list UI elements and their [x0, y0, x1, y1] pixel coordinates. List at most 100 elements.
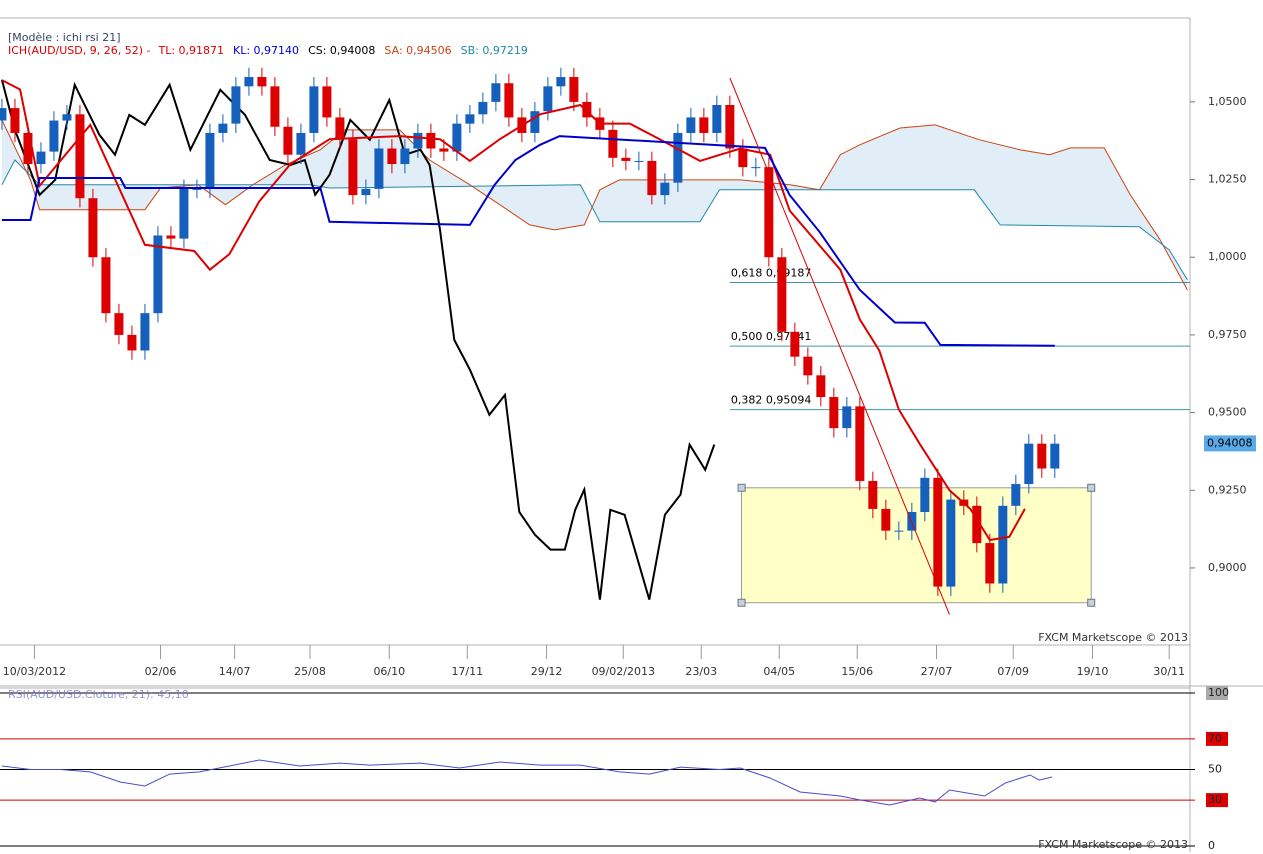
candle-body	[764, 167, 774, 258]
x-tick-label: 29/12	[531, 665, 563, 678]
candle-body	[322, 86, 332, 118]
candle-body	[972, 505, 982, 544]
candle-body	[998, 505, 1008, 584]
candle-body	[140, 313, 150, 351]
candle-body	[374, 148, 384, 189]
x-tick-label: 30/11	[1153, 665, 1185, 678]
candle-body	[894, 530, 904, 532]
candle-body	[400, 148, 410, 165]
candle-body	[608, 129, 618, 158]
rsi-tick-label: 50	[1208, 763, 1222, 776]
candle-body	[985, 543, 995, 584]
candle-body	[192, 188, 202, 190]
candle-body	[530, 111, 540, 133]
x-tick-label: 07/09	[997, 665, 1029, 678]
zone-handle	[1087, 598, 1096, 607]
candle-body	[387, 148, 397, 165]
candle-body	[413, 132, 423, 149]
candle-body	[205, 132, 215, 189]
candle-body	[0, 108, 7, 121]
candle-body	[634, 160, 644, 162]
candle-body	[62, 114, 72, 121]
rsi-tick-bg	[1206, 762, 1228, 777]
zone-handle	[1087, 483, 1096, 492]
candle-body	[712, 104, 722, 133]
rsi-tick-bg	[1206, 686, 1228, 700]
candle-body	[946, 499, 956, 587]
candle-body	[426, 132, 436, 149]
x-tick-label: 10/03/2012	[3, 665, 66, 678]
candle-body	[621, 157, 631, 161]
candle-body	[868, 480, 878, 509]
candle-body	[790, 331, 800, 357]
rsi-label: RSI(AUD/USD.Cloture, 21): 45,10	[8, 688, 189, 701]
x-tick-label: 14/07	[219, 665, 251, 678]
senkou-line	[1, 159, 1188, 281]
candle-body	[296, 132, 306, 155]
legend-entry: KL: 0,97140	[233, 44, 299, 57]
candle-body	[257, 77, 267, 87]
candle-body	[101, 257, 111, 314]
fib-label: 0,382 0,95094	[731, 394, 811, 407]
legend-entry: TL: 0,91871	[157, 44, 224, 57]
kijun-line	[1, 135, 1055, 347]
candle-body	[452, 123, 462, 152]
x-tick-label: 04/05	[763, 665, 795, 678]
x-tick-label: 09/02/2013	[592, 665, 655, 678]
legend-entry: ICH(AUD/USD, 9, 26, 52) -	[8, 44, 151, 57]
candle-body	[23, 132, 33, 165]
zone-handle	[737, 598, 746, 607]
candle-body	[283, 126, 293, 155]
x-tick-label: 15/06	[841, 665, 873, 678]
candle-body	[855, 406, 865, 481]
candle-body	[777, 257, 787, 332]
candle-body	[491, 83, 501, 102]
rsi-tick-label: 100	[1208, 686, 1229, 699]
candle-body	[751, 167, 761, 169]
y-tick-label: 1,0250	[1208, 173, 1247, 186]
x-tick-label: 25/08	[294, 665, 326, 678]
candle-body	[166, 235, 176, 239]
tenkan-line	[1, 79, 1026, 542]
rsi-line	[1, 759, 1053, 806]
trendline	[729, 77, 950, 615]
candle-body	[1050, 443, 1060, 469]
candle-body	[10, 108, 20, 133]
candle-body	[49, 120, 59, 152]
y-tick-label: 0,9000	[1208, 561, 1247, 574]
y-tick-label: 0,9750	[1208, 328, 1247, 341]
candle-body	[660, 182, 670, 196]
legend-entry: CS: 0,94008	[308, 44, 375, 57]
legend-entry: SB: 0,97219	[461, 44, 528, 57]
candle-body	[673, 132, 683, 183]
model-title: [Modèle : ichi rsi 21]	[8, 31, 121, 44]
candle-body	[439, 148, 449, 152]
last-price-tag	[1204, 435, 1256, 452]
candle-body	[725, 104, 735, 149]
candle-body	[569, 77, 579, 102]
rsi-tick-bg	[1206, 731, 1228, 746]
candle-body	[309, 86, 319, 133]
y-tick-label: 0,9250	[1208, 483, 1247, 496]
zone-handle	[737, 483, 746, 492]
x-tick-label: 23/03	[685, 665, 717, 678]
candle-body	[1037, 443, 1047, 469]
candle-body	[647, 160, 657, 196]
candle-body	[218, 123, 228, 133]
candle-body	[1011, 484, 1021, 506]
indicator-legend: ICH(AUD/USD, 9, 26, 52) - TL: 0,91871 KL: …	[8, 44, 528, 57]
candle-body	[842, 406, 852, 429]
candle-body	[543, 86, 553, 112]
candle-body	[114, 313, 124, 335]
candle-body	[465, 114, 475, 124]
candle-body	[933, 477, 943, 587]
candle-body	[335, 117, 345, 140]
senkou-line	[1, 119, 1188, 291]
x-tick-label: 06/10	[373, 665, 405, 678]
candle-body	[244, 77, 254, 87]
x-tick-label: 19/10	[1077, 665, 1109, 678]
candle-body	[478, 101, 488, 115]
